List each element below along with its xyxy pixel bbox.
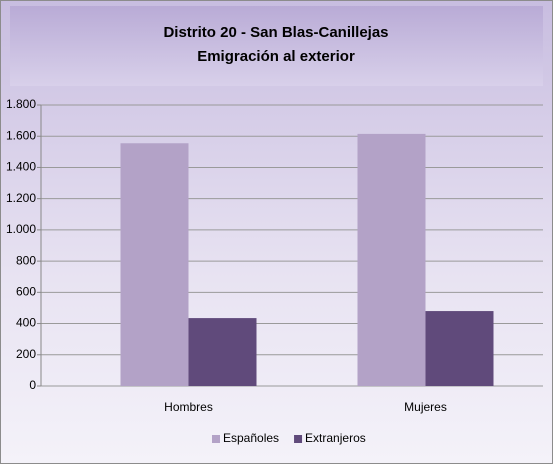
bar	[425, 311, 494, 386]
y-tick-label: 600	[16, 285, 36, 299]
y-tick-label: 1.200	[6, 191, 36, 205]
y-tick-label: 1.000	[6, 222, 36, 236]
bar	[120, 143, 189, 386]
bar	[188, 318, 257, 386]
y-tick-label: 400	[16, 316, 36, 330]
y-tick-label: 1.600	[6, 128, 36, 142]
legend-swatch	[294, 435, 303, 443]
legend-label: Españoles	[223, 431, 279, 445]
bar	[357, 133, 426, 386]
y-tick-label: 200	[16, 347, 36, 361]
x-tick-label: Mujeres	[404, 400, 447, 414]
legend-swatch	[212, 435, 220, 443]
chart-title: Distrito 20 - San Blas-Canillejas	[163, 24, 388, 41]
y-tick-label: 800	[16, 253, 36, 267]
legend-label: Extranjeros	[305, 431, 366, 445]
title-box	[10, 6, 543, 86]
y-tick-label: 0	[29, 378, 36, 392]
x-tick-label: Hombres	[164, 400, 213, 414]
y-tick-label: 1.800	[6, 97, 36, 111]
chart-subtitle: Emigración al exterior	[197, 48, 355, 65]
y-tick-label: 1.400	[6, 160, 36, 174]
